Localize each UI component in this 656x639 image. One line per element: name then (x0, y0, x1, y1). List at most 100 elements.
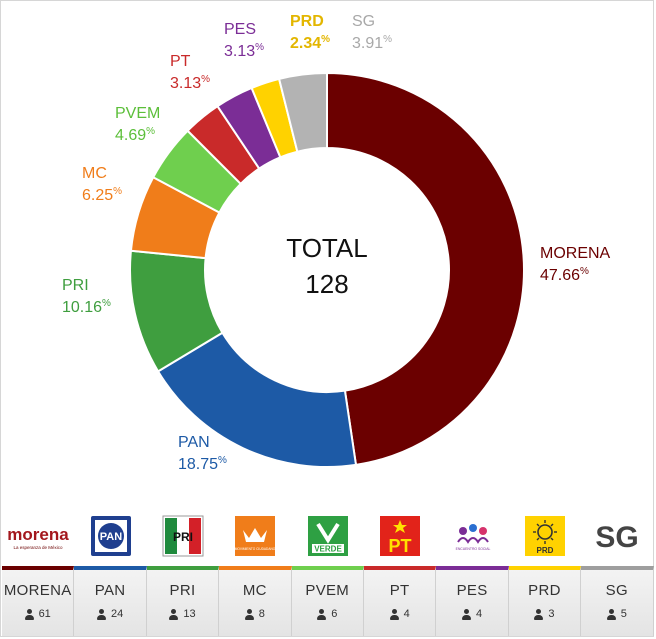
slice-percent-pes: 3.13% (224, 42, 264, 60)
logo-cell-pvem: VERDE (292, 508, 364, 564)
percent-sign: % (580, 266, 589, 277)
logo-cell-prd: PRD (509, 508, 581, 564)
slice-labels: MORENA 47.66% PAN 18.75% PRI 10.16% MC 6.25% PVE… (62, 13, 611, 473)
seat-cell-pri[interactable]: PRI 13 (146, 566, 220, 636)
seat-cell-sg[interactable]: SG 5 (581, 566, 654, 636)
seat-cell-pan[interactable]: PAN 24 (74, 566, 147, 636)
pri-logo-icon: PRI (162, 515, 204, 557)
seat-count-value: 8 (258, 608, 265, 620)
percent-sign: % (383, 34, 392, 45)
person-icon (317, 608, 327, 620)
seat-cell-pvem[interactable]: PVEM 6 (291, 566, 364, 636)
mc-logo-icon: MOVIMIENTO CIUDADANO (235, 516, 276, 556)
slice-percent-pri: 10.16% (62, 298, 111, 316)
person-icon (169, 608, 179, 620)
seat-party-name: MORENA (3, 582, 72, 599)
slice-name-sg: SG (352, 13, 375, 30)
seat-count-value: 6 (331, 608, 338, 620)
pri-logo-text: PRI (173, 530, 193, 544)
slice-percent-pvem: 4.69% (115, 126, 155, 144)
slice-percent-sg: 3.91% (352, 34, 392, 52)
slice-percent-prd: 2.34% (290, 34, 330, 52)
person-icon (389, 608, 399, 620)
seat-count: 24 (96, 608, 123, 620)
seat-count-value: 61 (38, 608, 51, 620)
slice-percent-pan: 18.75% (178, 455, 227, 473)
mc-logo-text: MOVIMIENTO CIUDADANO (235, 547, 276, 551)
seat-party-name: PRI (169, 582, 196, 599)
morena-logo-text: morena (7, 525, 69, 544)
logo-cell-sg: SG (581, 508, 653, 564)
party-logo-row: morena La esperanza de México PAN PRI MO… (2, 508, 654, 564)
seat-count: 4 (461, 608, 482, 620)
prd-logo-text: PRD (536, 546, 553, 555)
center-total-label: TOTAL (286, 233, 367, 263)
person-icon (534, 608, 544, 620)
slice-percent-mc: 6.25% (82, 186, 122, 204)
slice-percent-pt: 3.13% (170, 74, 210, 92)
seat-count: 4 (389, 608, 410, 620)
logo-cell-pan: PAN (74, 508, 146, 564)
slice-sg (277, 71, 328, 153)
slice-name-pan: PAN (178, 434, 210, 451)
seat-count: 8 (244, 608, 265, 620)
slice-morena (326, 71, 525, 466)
percent-sign: % (255, 42, 264, 53)
slice-name-pes: PES (224, 21, 256, 38)
donut-chart: MORENA 47.66% PAN 18.75% PRI 10.16% MC 6.25% PVE… (62, 13, 611, 473)
pvem-logo-icon: VERDE (307, 516, 348, 556)
seat-count: 6 (317, 608, 337, 620)
percent-sign: % (146, 126, 155, 137)
seat-party-name: PRD (528, 582, 561, 599)
seat-count-value: 4 (403, 608, 410, 620)
sg-logo-text: SG (596, 521, 639, 554)
seat-party-name: PT (389, 582, 410, 599)
seat-party-name: SG (605, 582, 628, 599)
slice-name-pvem: PVEM (115, 105, 160, 122)
pan-logo-icon: PAN (90, 516, 131, 556)
person-icon (96, 608, 106, 620)
morena-logo-icon: morena La esperanza de México (7, 525, 69, 550)
person-icon (24, 608, 34, 620)
prd-logo-icon: PRD (524, 516, 565, 556)
seat-cell-pes[interactable]: PES 4 (436, 566, 509, 636)
seat-count-value: 13 (183, 608, 196, 620)
seat-count: 13 (169, 608, 196, 620)
seat-party-name: PAN (94, 582, 126, 599)
slice-name-prd: PRD (290, 13, 324, 30)
percent-sign: % (113, 186, 122, 197)
person-icon (461, 608, 471, 620)
pan-logo-text: PAN (99, 531, 121, 543)
center-total-value: 128 (305, 269, 348, 299)
percent-sign: % (201, 74, 210, 85)
seat-party-name: PES (456, 582, 488, 599)
slice-percent-morena: 47.66% (540, 266, 589, 284)
seat-party-name: PVEM (305, 582, 350, 599)
percent-sign: % (218, 455, 227, 466)
seat-cell-morena[interactable]: MORENA 61 (2, 566, 75, 636)
slice-name-morena: MORENA (540, 245, 611, 262)
seat-count-value: 3 (548, 608, 555, 620)
person-icon (244, 608, 254, 620)
percent-sign: % (321, 34, 330, 45)
logo-cell-pes: ENCUENTRO SOCIAL (436, 508, 508, 564)
seat-party-name: MC (242, 582, 267, 599)
seat-count: 61 (24, 608, 51, 620)
seat-count-row: MORENA 61 PAN 24 PRI 13 MC 8 PVEM 6 PT 4 PES 4 PRD 3 SG 5 (2, 566, 654, 636)
pes-logo-icon: ENCUENTRO SOCIAL (452, 516, 493, 556)
percent-sign: % (102, 298, 111, 309)
logo-cell-mc: MOVIMIENTO CIUDADANO (219, 508, 291, 564)
morena-logo-subtext: La esperanza de México (14, 545, 64, 550)
seat-cell-mc[interactable]: MC 8 (219, 566, 292, 636)
slice-name-pri: PRI (62, 277, 89, 294)
sg-logo-icon: SG (596, 521, 639, 554)
person-icon (606, 608, 616, 620)
seat-count: 5 (606, 608, 627, 620)
seat-count: 3 (534, 608, 554, 620)
seat-cell-prd[interactable]: PRD 3 (508, 566, 582, 636)
seat-cell-pt[interactable]: PT 4 (363, 566, 437, 636)
pvem-logo-text: VERDE (314, 545, 342, 554)
slice-name-mc: MC (82, 165, 107, 182)
pes-logo-text: ENCUENTRO SOCIAL (455, 547, 490, 551)
